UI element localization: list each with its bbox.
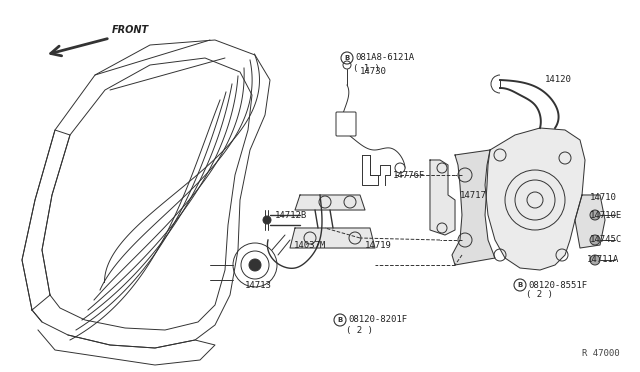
Text: 081A8-6121A: 081A8-6121A	[355, 54, 414, 62]
Text: 14711A: 14711A	[587, 256, 620, 264]
Text: 14710: 14710	[590, 193, 617, 202]
Text: 14710E: 14710E	[590, 211, 622, 219]
Text: B: B	[344, 55, 349, 61]
Text: 14712B: 14712B	[275, 212, 307, 221]
Text: 14719: 14719	[365, 241, 392, 250]
Text: 14745C: 14745C	[590, 235, 622, 244]
Circle shape	[590, 235, 600, 245]
Text: R 47000: R 47000	[582, 349, 620, 358]
Polygon shape	[295, 195, 365, 210]
Text: ( 1 ): ( 1 )	[353, 64, 380, 73]
Text: 08120-8551F: 08120-8551F	[528, 280, 587, 289]
Circle shape	[590, 210, 600, 220]
Text: 14730: 14730	[360, 67, 387, 77]
Polygon shape	[430, 160, 455, 235]
Polygon shape	[485, 128, 585, 270]
Text: B: B	[337, 317, 342, 323]
Polygon shape	[452, 150, 495, 265]
Text: 14037M: 14037M	[294, 241, 326, 250]
Text: B: B	[517, 282, 523, 288]
Text: 14776F: 14776F	[393, 170, 425, 180]
Circle shape	[263, 216, 271, 224]
Text: 14717: 14717	[460, 190, 487, 199]
Text: ( 2 ): ( 2 )	[526, 291, 553, 299]
Polygon shape	[290, 228, 375, 248]
Text: 08120-8201F: 08120-8201F	[348, 315, 407, 324]
Polygon shape	[575, 195, 605, 248]
Text: 14120: 14120	[545, 76, 572, 84]
Circle shape	[249, 259, 261, 271]
Circle shape	[590, 255, 600, 265]
Circle shape	[395, 163, 405, 173]
Text: ( 2 ): ( 2 )	[346, 326, 373, 334]
Text: FRONT: FRONT	[112, 25, 149, 35]
Text: 14713: 14713	[245, 280, 272, 289]
FancyBboxPatch shape	[336, 112, 356, 136]
